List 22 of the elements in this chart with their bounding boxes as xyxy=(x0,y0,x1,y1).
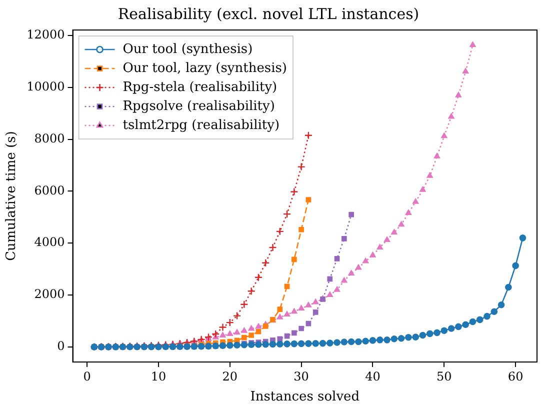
y-axis-title: Cumulative time (s) xyxy=(4,131,20,261)
y-tick-label: 12000 xyxy=(26,28,65,42)
y-tick-label: 4000 xyxy=(34,235,65,250)
x-tick-label: 0 xyxy=(83,369,91,384)
legend-label: Rpgsolve (realisability) xyxy=(122,98,275,114)
x-tick-label: 50 xyxy=(436,369,452,384)
x-tick-label: 30 xyxy=(294,369,309,384)
x-axis-title: Instances solved xyxy=(250,390,360,405)
y-tick-label: 8000 xyxy=(34,131,65,146)
y-tick-label: 2000 xyxy=(34,287,65,302)
x-tick-label: 10 xyxy=(150,369,166,384)
x-tick-label: 20 xyxy=(222,369,238,384)
legend-label: Rpg-stela (realisability) xyxy=(122,80,278,95)
legend-label: Our tool (synthesis) xyxy=(122,42,253,57)
legend-label: tslmt2rpg (realisability) xyxy=(122,118,280,133)
x-tick-label: 60 xyxy=(508,369,524,384)
legend-label: Our tool, lazy (synthesis) xyxy=(122,60,288,76)
x-tick-label: 40 xyxy=(365,369,380,384)
chart-title: Realisability (excl. novel LTL instances) xyxy=(118,4,420,23)
y-tick-label: 6000 xyxy=(34,183,65,198)
y-tick-label: 0 xyxy=(57,339,65,354)
y-tick-label: 10000 xyxy=(26,79,65,94)
